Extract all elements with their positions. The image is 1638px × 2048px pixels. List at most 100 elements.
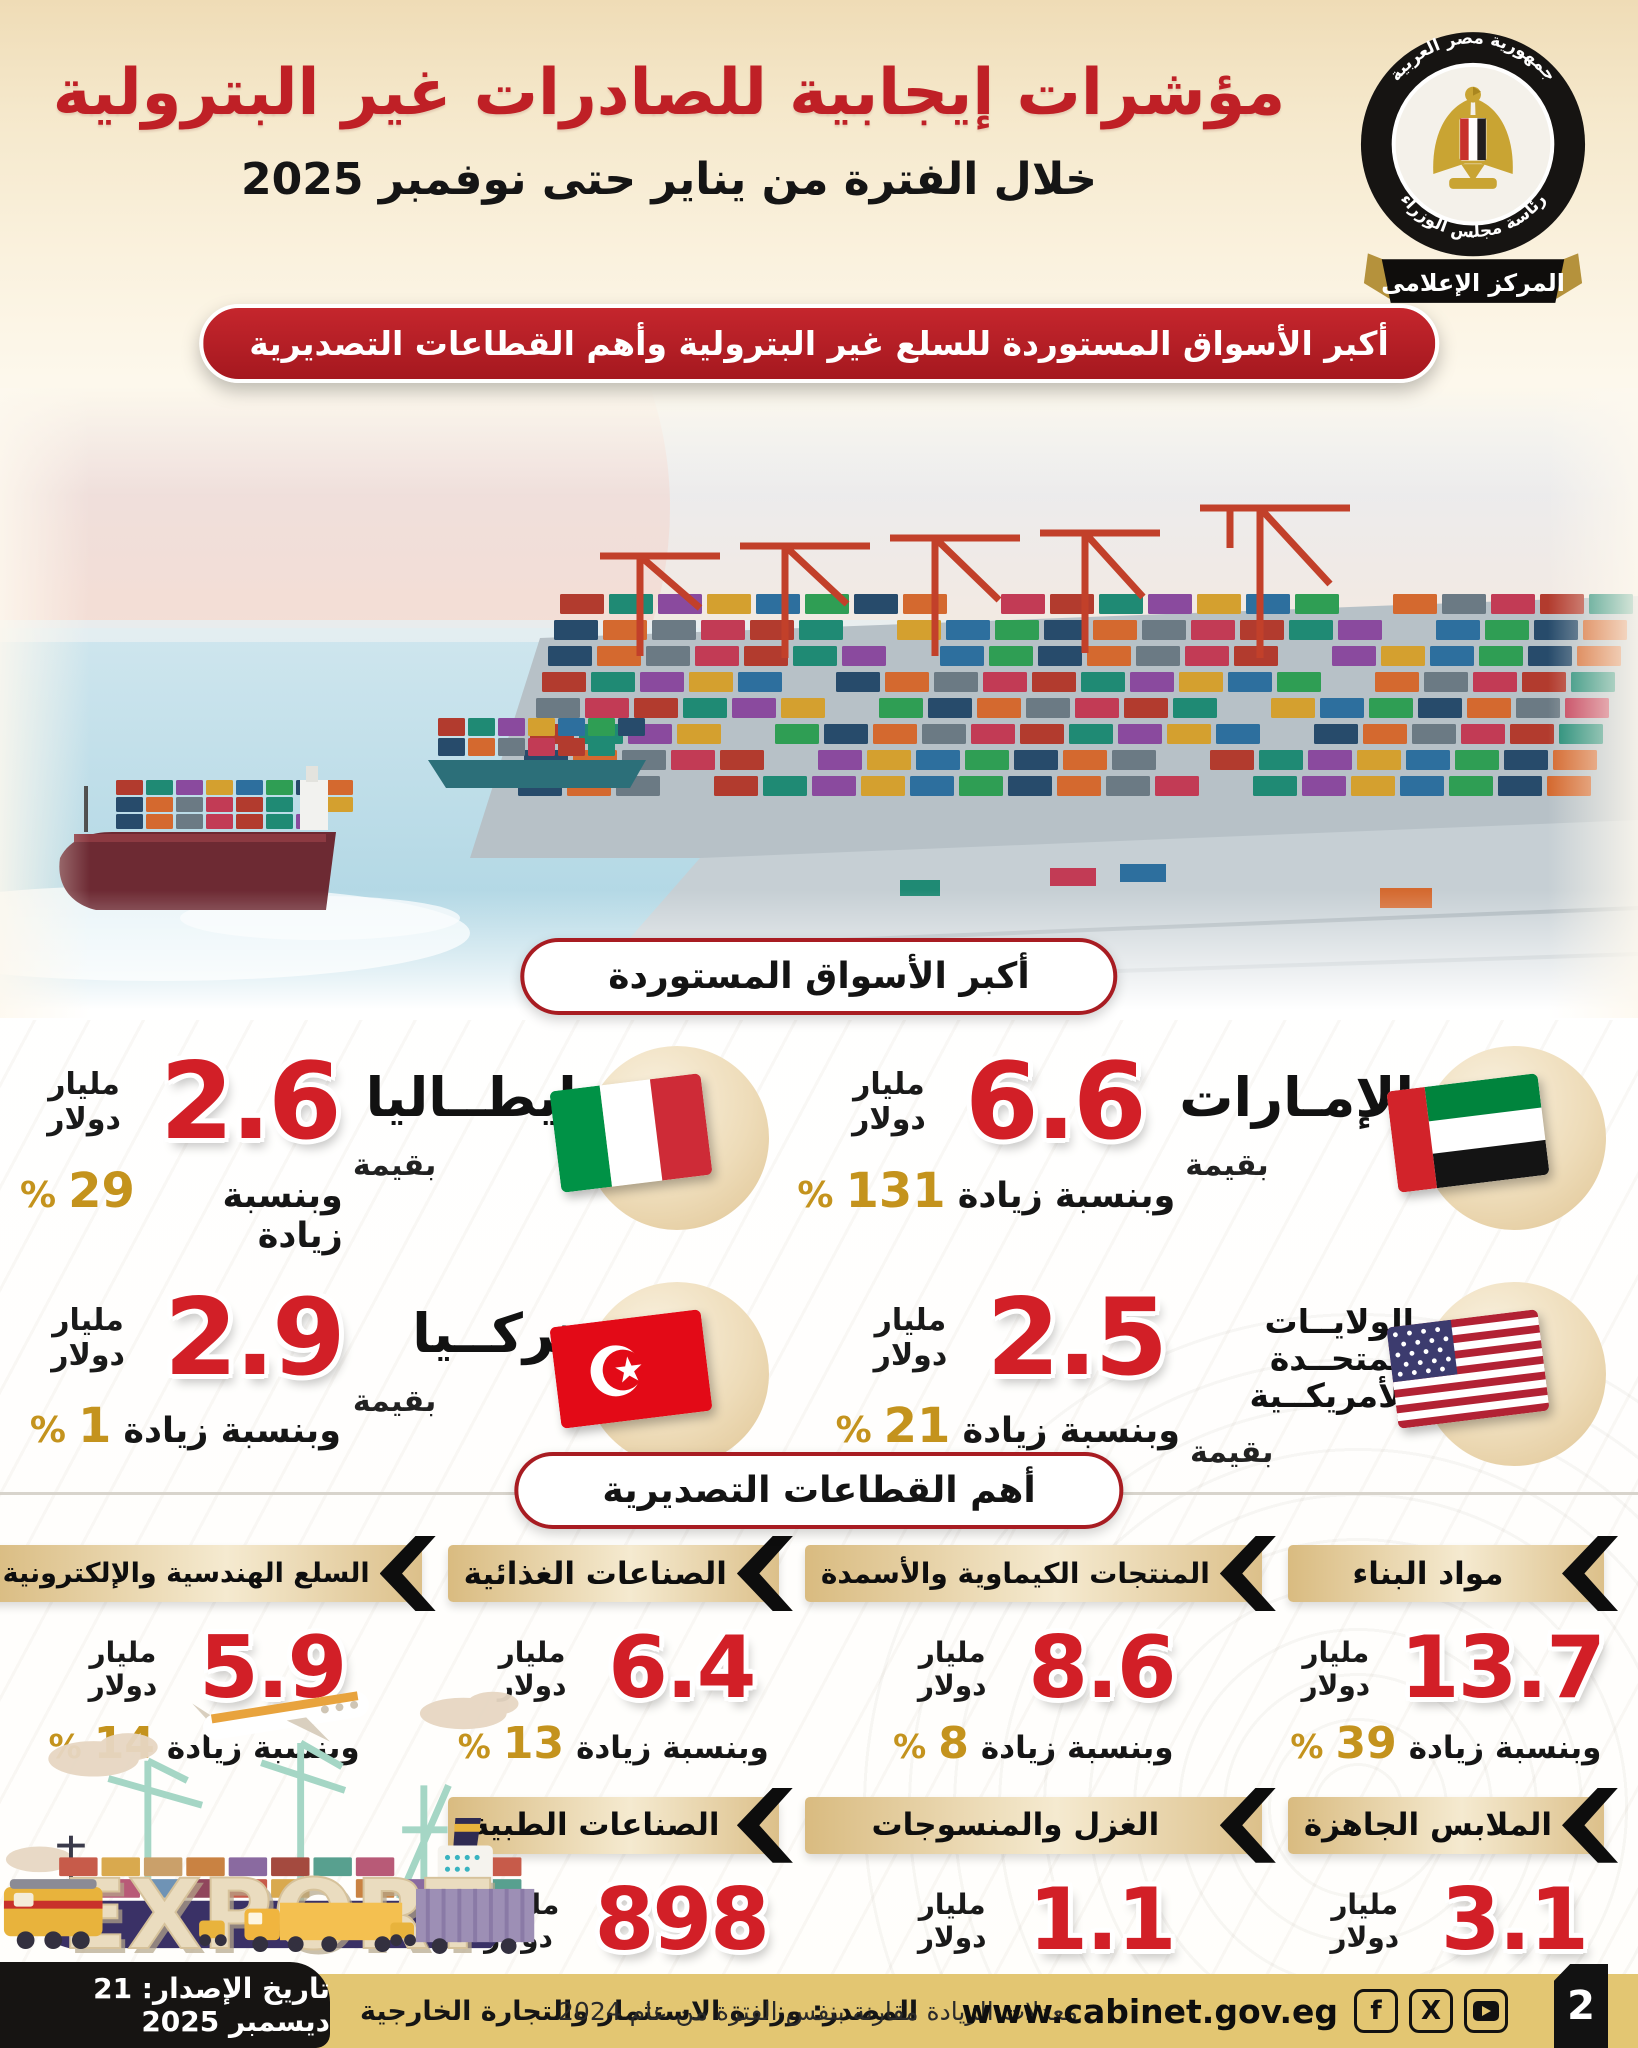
sector-banner: الملابس الجاهزة (1287, 1787, 1618, 1863)
market-value: 2.9 (164, 1275, 346, 1399)
chevron-left-icon (1562, 1787, 1618, 1863)
chevron-left-icon (379, 1536, 436, 1611)
percent-sign: % (835, 1410, 872, 1452)
svg-text:★: ★ (611, 1348, 647, 1392)
value-label: بقيمة (1190, 1434, 1274, 1470)
market-name: الولايــات المتحــدة الأمريكــية (1249, 1301, 1414, 1415)
sectors-grid: مواد البناء 13.7 مليار دولار وبنسبة زياد… (0, 1536, 1638, 2020)
social-icons: f X (1354, 1974, 1508, 2048)
sector-item-chemicals-fertilizers: المنتجات الكيماوية والأسمدة 8.6 مليار دو… (804, 1536, 1276, 1769)
increase-value: 39 (1335, 1717, 1397, 1769)
sector-banner: مواد البناء (1287, 1536, 1618, 1611)
percent-sign: % (457, 1726, 491, 1766)
cartoon-truck (244, 1902, 403, 1953)
uae-flag-icon (1386, 1073, 1550, 1193)
sector-unit: مليار دولار (88, 1635, 158, 1702)
photo-fade (1548, 388, 1638, 1018)
sector-banner: الغزل والمنسوجات (804, 1787, 1276, 1863)
sector-unit: مليار دولار (1301, 1635, 1371, 1702)
increase-value: 29 (68, 1162, 135, 1219)
increase-value: 13 (502, 1717, 565, 1769)
cartoon-train (3, 1879, 103, 1950)
chevron-left-icon (736, 1536, 793, 1611)
sector-unit: مليار دولار (917, 1887, 987, 1954)
market-value: 6.6 (964, 1040, 1147, 1163)
percent-sign: % (893, 1726, 927, 1766)
increase-label: وبنسبة زيادة (576, 1729, 769, 1766)
increase-label: وبنسبة زيادة (1408, 1729, 1602, 1766)
sector-title: مواد البناء (1352, 1555, 1504, 1592)
increase-label: وبنسبة زيادة (123, 1411, 341, 1452)
facebook-icon[interactable]: f (1354, 1989, 1398, 2033)
release-date-tab: تاريخ الإصدار: 21 ديسمبر 2025 (0, 1962, 330, 2048)
header: مؤشرات إيجابية للصادرات غير البترولية خل… (0, 0, 1638, 303)
sector-item-engineering-electronics: السلع الهندسية والإلكترونية 5.9 مليار دو… (0, 1536, 436, 1769)
footnote-text: معدلات الزيادة مقارنة بنفس الفترة من عام… (558, 1996, 1078, 2026)
percent-sign: % (29, 1410, 66, 1452)
value-label: بقيمة (352, 1384, 437, 1420)
sector-value: 3.1 (1440, 1869, 1589, 1970)
turkey-flag-icon: ★ (549, 1308, 713, 1429)
page-subtitle: خلال الفترة من يناير حتى نوفمبر 2025 (241, 154, 1097, 206)
logo-ribbon-text: المركز الإعلامى (1381, 269, 1565, 297)
increase-label: وبنسبة زيادة (962, 1411, 1180, 1452)
sectors-section-pill: أهم القطاعات التصديرية (514, 1452, 1124, 1529)
market-unit: مليار دولار (47, 1067, 121, 1138)
increase-value: 131 (845, 1162, 946, 1219)
photo-fade (0, 388, 90, 1018)
cargo-plane (192, 1691, 369, 1742)
sector-value: 6.4 (608, 1618, 756, 1718)
increase-value: 21 (883, 1398, 951, 1455)
value-label: بقيمة (352, 1148, 437, 1184)
italy-flag-icon (549, 1073, 713, 1193)
percent-sign: % (1290, 1726, 1324, 1766)
sector-title: الصناعات الطبية (471, 1807, 720, 1844)
increase-value: 8 (938, 1717, 969, 1769)
source-text: المصدر: وزارة الاستثمار والتجارة الخارجي… (360, 1995, 919, 2027)
sector-value: 898 (594, 1869, 771, 1970)
market-value: 2.5 (986, 1275, 1168, 1399)
increase-label: وبنسبة زيادة (222, 1175, 343, 1256)
sector-title: السلع الهندسية والإلكترونية (2, 1558, 370, 1589)
cartoon-wagon (415, 1888, 535, 1954)
website-link[interactable]: www.cabinet.gov.eg (961, 1991, 1339, 2031)
sector-value: 5.9 (198, 1618, 347, 1718)
increase-value: 1 (77, 1398, 112, 1455)
market-item-uae: الإمـارات بقيمة 6.6 مليار دولار وبنسبة ز… (787, 1034, 1624, 1256)
sector-value: 8.6 (1028, 1618, 1176, 1718)
youtube-play-glyph (1473, 2001, 1499, 2021)
sector-title: الصناعات الغذائية (463, 1555, 727, 1592)
page-title: مؤشرات إيجابية للصادرات غير البترولية (52, 56, 1287, 130)
header-titles: مؤشرات إيجابية للصادرات غير البترولية خل… (30, 56, 1308, 206)
market-name: الإمـارات (1179, 1066, 1414, 1129)
chevron-left-icon (736, 1787, 793, 1863)
percent-sign: % (797, 1174, 834, 1216)
flag-badge (1386, 1042, 1610, 1234)
markets-section-pill: أكبر الأسواق المستوردة (520, 938, 1118, 1015)
market-item-italy: إيطــاليا بقيمة 2.6 مليار دولار وبنسبة ز… (14, 1034, 787, 1256)
value-label: بقيمة (1185, 1148, 1269, 1184)
sector-title: الملابس الجاهزة (1303, 1807, 1552, 1844)
market-value: 2.6 (160, 1040, 342, 1163)
market-unit: مليار دولار (873, 1303, 948, 1374)
flag-badge (1386, 1278, 1610, 1470)
section-banner: أكبر الأسواق المستوردة للسلع غير البترول… (199, 304, 1439, 383)
market-name: إيطــاليا (365, 1066, 577, 1129)
chevron-left-icon (1219, 1787, 1276, 1863)
sector-title: المنتجات الكيماوية والأسمدة (820, 1557, 1210, 1590)
market-unit: مليار دولار (51, 1303, 125, 1374)
market-name: تركــيا (412, 1301, 577, 1365)
flag-badge (549, 1042, 773, 1234)
sector-item-food-industries: الصناعات الغذائية 6.4 مليار دولار وبنسبة… (447, 1536, 793, 1769)
sector-banner: السلع الهندسية والإلكترونية (0, 1536, 436, 1611)
x-twitter-icon[interactable]: X (1409, 1989, 1453, 2033)
youtube-icon[interactable] (1464, 1989, 1508, 2033)
sector-item-building-materials: مواد البناء 13.7 مليار دولار وبنسبة زياد… (1287, 1536, 1618, 1769)
increase-label: وبنسبة زيادة (980, 1729, 1174, 1766)
egypt-eagle-emblem (1433, 86, 1513, 189)
port-photo (0, 386, 1638, 1020)
sector-value: 1.1 (1028, 1869, 1176, 1970)
chevron-left-icon (1562, 1536, 1618, 1611)
cartoon-forklift (199, 1920, 416, 1947)
